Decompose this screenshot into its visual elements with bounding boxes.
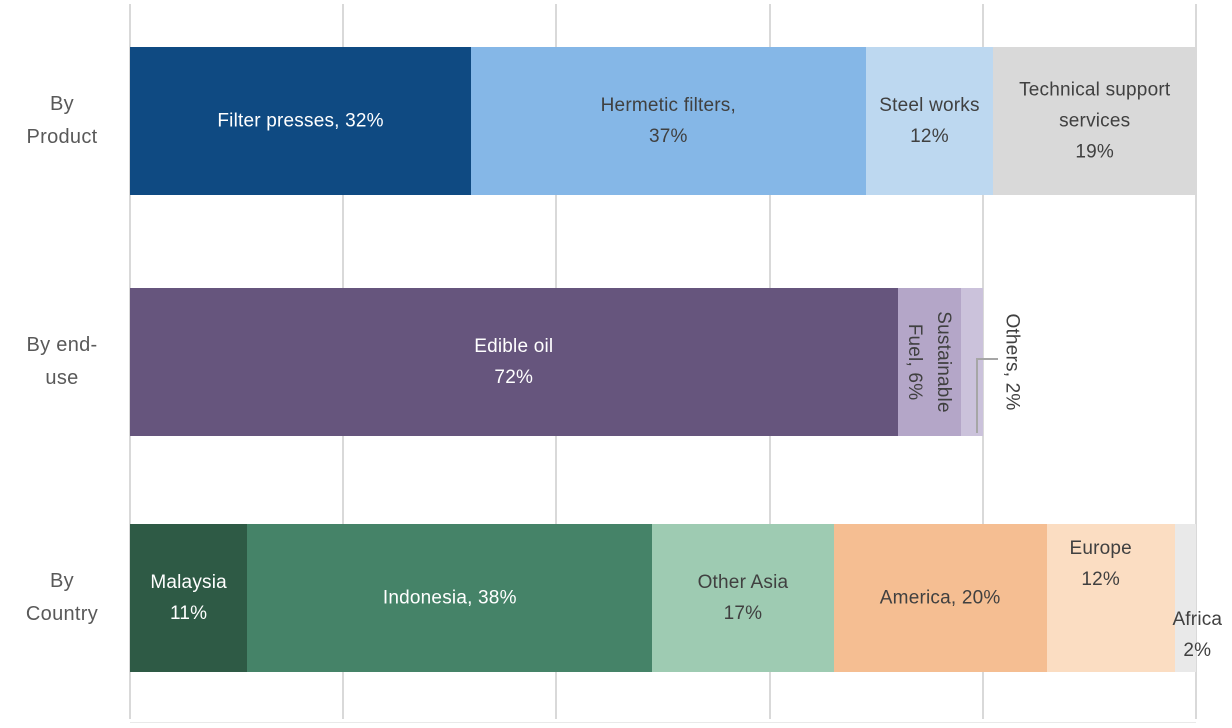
bar-by-product: Filter presses, 32% Hermetic filters, 37% S… (130, 47, 1196, 195)
segment-label-america: America, 20% (880, 583, 1001, 614)
segment-sustainable-fuel: Sustainable Fuel, 6% (897, 288, 962, 436)
category-label-line: Product (26, 126, 98, 148)
segment-label-line: America, 20% (879, 587, 1001, 609)
segment-label-line: Europe (1069, 538, 1132, 559)
segment-africa: Africa 2% (1172, 524, 1222, 672)
segment-label-line: 17% (723, 603, 763, 624)
segment-hermetic-filters: Hermetic filters, 37% (471, 47, 866, 195)
segment-label-malaysia: Malaysia 11% (150, 567, 227, 629)
category-label-line: use (45, 367, 79, 389)
segment-others (961, 288, 983, 436)
gridline (1195, 4, 1197, 719)
segment-label-others: Others, 2% (998, 313, 1027, 410)
chart-row-by-product: By Product Filter presses, 32% Hermetic fil… (0, 47, 1232, 195)
segment-label-line: 37% (648, 126, 688, 147)
bar-by-end-use: Edible oil 72% Sustainable Fuel, 6% Others, … (130, 288, 1196, 436)
segment-label-line: Others, 2% (1001, 313, 1023, 411)
segment-label-line: Hermetic filters, (600, 95, 736, 116)
segment-label-line: 2% (1183, 640, 1212, 661)
leader-line (976, 358, 998, 360)
segment-filter-presses: Filter presses, 32% (130, 47, 472, 195)
segment-label-line: Filter presses, 32% (217, 110, 384, 132)
segment-label-line: 11% (170, 603, 208, 624)
segment-label-filter-presses: Filter presses, 32% (217, 106, 383, 137)
segment-label-line: Technical support (1019, 79, 1171, 101)
segment-label-edible-oil: Edible oil 72% (474, 331, 553, 393)
segment-label-technical-support-services: Technical support services 19% (1019, 75, 1170, 168)
segment-label-line: 12% (1081, 569, 1121, 590)
segment-label-line: 19% (1075, 141, 1115, 163)
segment-indonesia: Indonesia, 38% (247, 524, 653, 672)
segment-steel-works: Steel works 12% (865, 47, 994, 195)
segment-label-line: services (1059, 110, 1131, 132)
gridline (981, 4, 984, 719)
segment-label-indonesia: Indonesia, 38% (383, 583, 517, 614)
segment-label-europe: Europe 12% (1069, 533, 1131, 595)
segment-malaysia: Malaysia 11% (130, 524, 248, 672)
chart-row-by-end-use: By end-use Edible oil 72% Sustainable Fuel, … (0, 288, 1232, 436)
segment-america: America, 20% (833, 524, 1047, 672)
segment-label-steel-works: Steel works 12% (879, 90, 979, 152)
category-label-line: By (50, 570, 74, 592)
segment-label-sustainable-fuel: Sustainable Fuel, 6% (900, 311, 958, 413)
segment-label-other-asia: Other Asia 17% (698, 567, 789, 629)
category-label-by-end-use: By end-use (0, 329, 124, 395)
leader-line (976, 358, 978, 433)
segment-technical-support-services: Technical support services 19% (993, 47, 1196, 195)
category-label-by-product: By Product (0, 88, 124, 154)
segment-label-hermetic-filters: Hermetic filters, 37% (601, 90, 736, 152)
category-label-by-country: By Country (0, 565, 124, 631)
segment-edible-oil: Edible oil 72% (130, 288, 898, 436)
segment-label-line: 12% (910, 126, 949, 147)
chart-row-by-country: By Country Malaysia 11% Indonesia, 38% Other … (0, 524, 1232, 672)
segment-label-line: Fuel, 6% (904, 323, 926, 401)
segment-label-africa: Africa 2% (1172, 604, 1222, 666)
segment-label-line: Edible oil (474, 336, 554, 357)
category-label-line: Country (25, 603, 99, 625)
segment-label-line: Indonesia, 38% (382, 587, 517, 609)
bar-by-country: Malaysia 11% Indonesia, 38% Other Asia 17% Am… (130, 524, 1222, 672)
segment-label-line: 72% (494, 367, 534, 388)
segment-label-line: Other Asia (697, 572, 789, 593)
segment-label-line: Africa (1172, 609, 1223, 630)
axis-baseline (130, 722, 1196, 723)
segment-other-asia: Other Asia 17% (652, 524, 834, 672)
category-label-line: By (50, 93, 74, 115)
segment-label-line: Malaysia (150, 572, 227, 593)
category-label-line: By end- (26, 334, 98, 356)
segment-label-line: Steel works (879, 95, 980, 116)
segment-europe: Europe 12% (1046, 524, 1175, 672)
segment-label-line: Sustainable (933, 311, 955, 413)
